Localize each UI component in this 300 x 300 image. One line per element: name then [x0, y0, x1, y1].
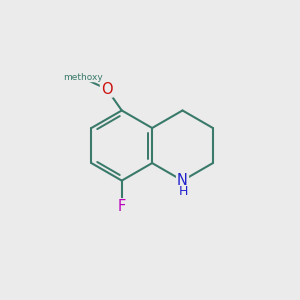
Text: methoxy: methoxy	[63, 73, 103, 82]
Text: F: F	[118, 199, 126, 214]
Text: N: N	[177, 173, 188, 188]
Text: O: O	[101, 82, 112, 97]
Text: H: H	[179, 185, 188, 198]
